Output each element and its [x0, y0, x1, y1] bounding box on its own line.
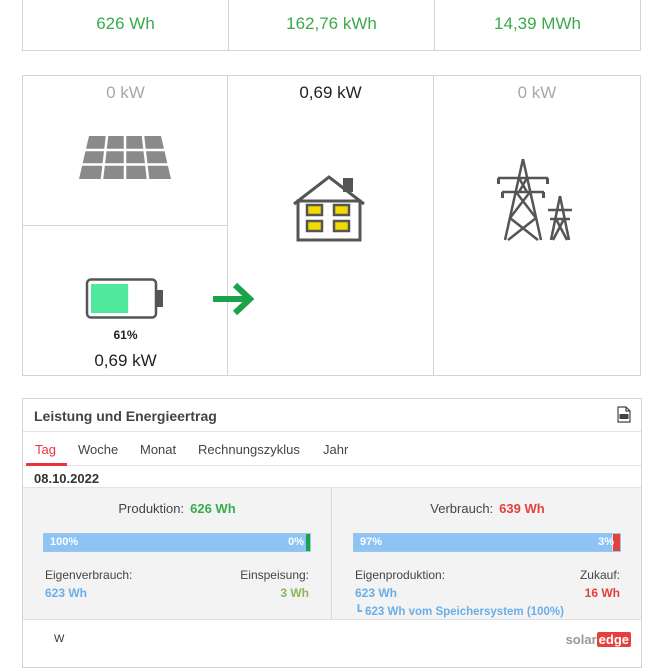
csv-export-icon[interactable]	[617, 406, 631, 423]
production-bar-right-label: 0%	[288, 536, 304, 548]
report-header: Leistung und Energieertrag	[23, 399, 641, 432]
report-title: Leistung und Energieertrag	[34, 408, 217, 424]
pv-power-value: 0 kW	[106, 83, 145, 102]
solaredge-logo: solar edge	[565, 632, 631, 647]
consumption-summary: Verbrauch: 639 Wh 97% 3% Eigenproduktion:…	[333, 488, 642, 619]
battery-percent: 61%	[113, 328, 138, 342]
energy-report-panel: Leistung und Energieertrag Tag Woche Mon…	[22, 398, 642, 668]
production-bar: 100% 0%	[43, 533, 311, 552]
production-label: Produktion:	[118, 501, 185, 516]
energy-month: 162,76 kWh	[229, 0, 435, 50]
import-label: Zukauf:	[579, 568, 620, 582]
production-bar-fill	[44, 534, 310, 551]
consumption-bar-fill	[354, 534, 613, 551]
production-bar-export	[306, 534, 310, 551]
energy-lifetime: 14,39 MWh	[494, 14, 581, 33]
grid-column[interactable]: 0 kW	[434, 76, 640, 375]
tab-year[interactable]: Jahr	[323, 442, 349, 457]
production-value: 626 Wh	[190, 501, 236, 516]
storage-note: 623 Wh vom Speichersystem (100%)	[365, 606, 564, 618]
export-label: Einspeisung:	[240, 568, 309, 582]
consumption-bar-right-label: 3%	[598, 536, 614, 548]
power-flow-panel: 0 kW 61% 0,69 kW 0,69 kW	[22, 75, 641, 376]
consumption-label: Verbrauch:	[430, 501, 494, 516]
self-consumption-value: 623 Wh	[45, 586, 88, 600]
consumption-value: 639 Wh	[499, 501, 545, 516]
chart-unit-label: W	[54, 633, 65, 645]
tab-month[interactable]: Monat	[140, 442, 177, 457]
export-value: 3 Wh	[280, 586, 309, 600]
battery-icon	[85, 278, 163, 319]
battery-cell[interactable]: 61% 0,69 kW	[23, 226, 228, 375]
power-grid-tower-icon	[497, 158, 572, 241]
stats-area: Produktion: 626 Wh 100% 0% Eigenverbrauch…	[23, 487, 641, 620]
active-tab-indicator	[26, 463, 67, 466]
self-production-value: 623 Wh	[355, 586, 398, 600]
storage-branch-icon: ┗	[355, 606, 362, 618]
energy-today: 626 Wh	[23, 0, 229, 50]
solar-panel-icon	[79, 135, 171, 180]
pv-cell[interactable]: 0 kW	[23, 76, 228, 226]
grid-power-value: 0 kW	[517, 83, 557, 102]
production-summary: Produktion: 626 Wh 100% 0% Eigenverbrauch…	[23, 488, 332, 619]
production-bar-left-label: 100%	[50, 536, 79, 548]
tab-week[interactable]: Woche	[78, 442, 119, 457]
period-tabs: Tag Woche Monat Rechnungszyklus Jahr	[23, 432, 641, 466]
chart-area: W solar edge	[23, 620, 641, 660]
tab-billing-cycle[interactable]: Rechnungszyklus	[198, 442, 300, 457]
battery-power-value: 0,69 kW	[94, 351, 157, 370]
flow-arrow-icon	[213, 282, 255, 316]
house-icon	[293, 175, 365, 242]
tab-day[interactable]: Tag	[35, 442, 56, 457]
consumption-bar: 97% 3%	[353, 533, 621, 552]
consumption-bar-left-label: 97%	[360, 536, 383, 548]
load-column[interactable]: 0,69 kW	[228, 76, 434, 375]
self-production-label: Eigenproduktion:	[355, 568, 446, 582]
report-date: 08.10.2022	[34, 471, 100, 486]
source-column: 0 kW 61% 0,69 kW	[23, 76, 228, 375]
import-value: 16 Wh	[584, 586, 620, 600]
load-power-value: 0,69 kW	[299, 83, 362, 102]
consumption-bar-import	[613, 534, 620, 551]
energy-summary-strip: 626 Wh 162,76 kWh 14,39 MWh	[22, 0, 641, 51]
self-consumption-label: Eigenverbrauch:	[45, 568, 133, 582]
